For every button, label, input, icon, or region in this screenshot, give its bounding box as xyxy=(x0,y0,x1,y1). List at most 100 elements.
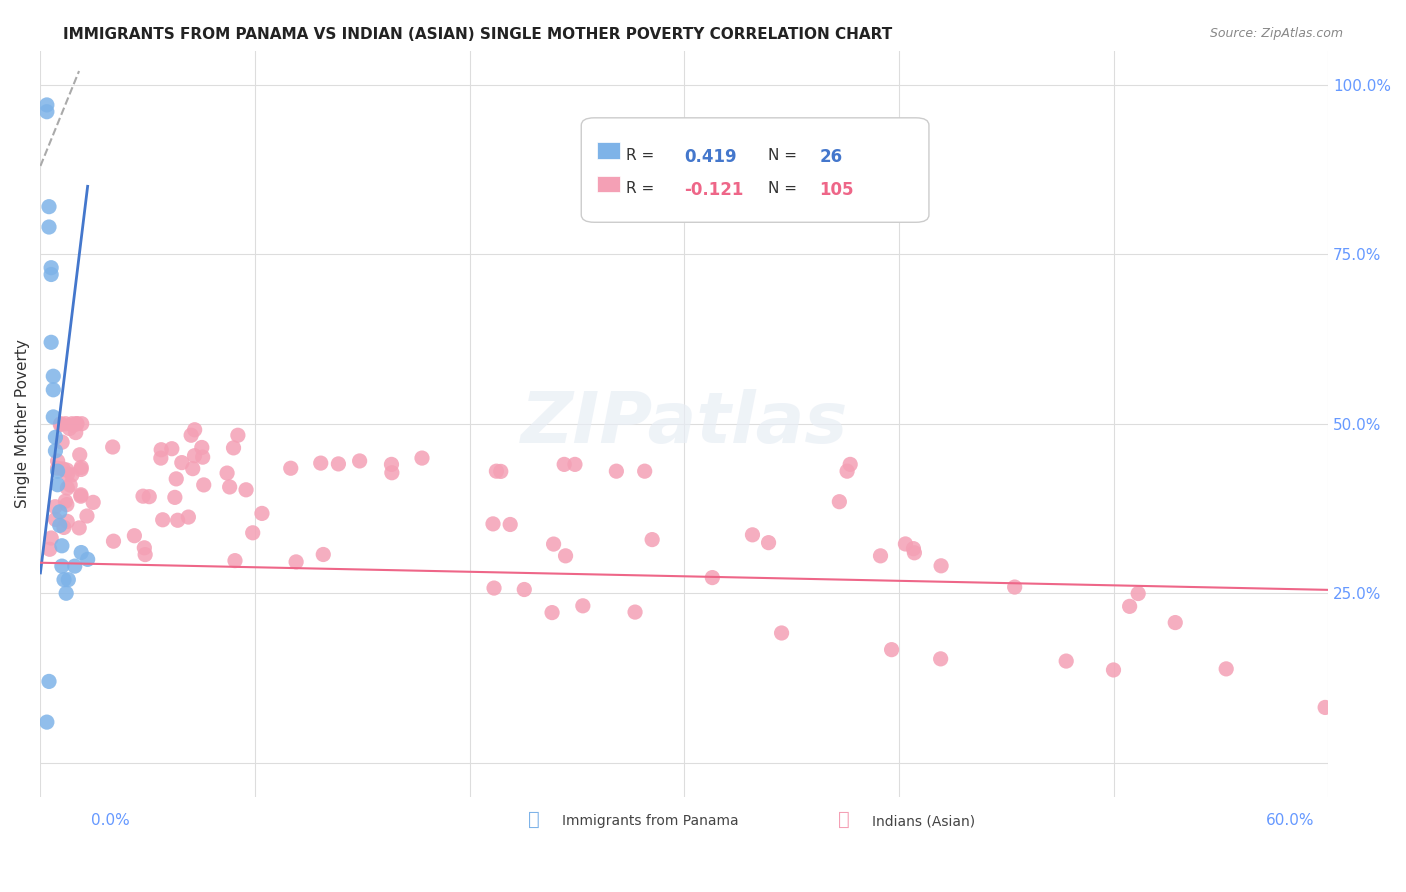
Text: ⬜: ⬜ xyxy=(838,810,849,829)
Point xyxy=(46,454,69,468)
Point xyxy=(180,428,202,442)
Point xyxy=(51,435,73,450)
Point xyxy=(35,98,58,112)
Point xyxy=(165,472,187,486)
Point xyxy=(67,521,90,535)
Point xyxy=(103,534,125,549)
Point xyxy=(489,464,512,478)
Point xyxy=(183,449,205,463)
Point xyxy=(309,456,332,470)
Text: Indians (Asian): Indians (Asian) xyxy=(872,814,974,828)
Point xyxy=(66,417,89,431)
Point xyxy=(554,549,576,563)
Point xyxy=(150,442,173,457)
Point xyxy=(835,464,858,478)
Point xyxy=(411,451,433,466)
Point xyxy=(46,461,69,475)
Point xyxy=(880,642,903,657)
Y-axis label: Single Mother Poverty: Single Mother Poverty xyxy=(15,339,30,508)
Point xyxy=(869,549,891,563)
Point xyxy=(222,441,245,455)
Point xyxy=(35,715,58,730)
Point xyxy=(66,417,89,431)
Point xyxy=(702,571,724,585)
Point xyxy=(58,421,80,435)
Point xyxy=(634,464,657,478)
Point xyxy=(170,456,193,470)
Point xyxy=(929,652,952,666)
Point xyxy=(55,586,77,600)
Point xyxy=(226,428,249,442)
Point xyxy=(1215,662,1237,676)
Point xyxy=(69,489,91,503)
Point xyxy=(70,545,93,559)
Point xyxy=(39,268,62,282)
Point xyxy=(285,555,308,569)
Point xyxy=(138,490,160,504)
Point xyxy=(56,463,79,477)
Point xyxy=(828,494,851,508)
Point xyxy=(39,260,62,275)
Point xyxy=(124,529,146,543)
Point xyxy=(741,528,763,542)
Point xyxy=(224,554,246,568)
Text: R =: R = xyxy=(626,181,659,196)
Point xyxy=(624,605,647,619)
Point xyxy=(499,517,522,532)
Point xyxy=(183,423,205,437)
Bar xyxy=(596,176,620,193)
Point xyxy=(44,500,66,514)
Point xyxy=(903,546,925,560)
Point xyxy=(513,582,536,597)
Point xyxy=(70,417,93,431)
Point xyxy=(65,425,87,440)
Point xyxy=(35,104,58,119)
Point xyxy=(38,674,60,689)
Text: R =: R = xyxy=(626,148,659,162)
Point xyxy=(56,481,79,495)
Point xyxy=(641,533,664,547)
Point xyxy=(605,464,627,478)
Point xyxy=(217,466,239,480)
Point xyxy=(242,525,264,540)
Point xyxy=(52,520,75,534)
Point xyxy=(191,441,214,455)
Point xyxy=(132,489,155,503)
Point xyxy=(553,458,575,472)
Point xyxy=(152,513,174,527)
Point xyxy=(70,460,93,475)
Point xyxy=(70,462,93,476)
Point xyxy=(328,457,350,471)
Point xyxy=(134,548,156,562)
Point xyxy=(44,430,66,444)
Point xyxy=(312,548,335,562)
Point xyxy=(770,626,793,640)
Point xyxy=(52,462,75,476)
Text: ⬜: ⬜ xyxy=(529,810,540,829)
Point xyxy=(1313,700,1336,714)
Point xyxy=(48,518,70,533)
Point xyxy=(44,512,66,526)
FancyBboxPatch shape xyxy=(581,118,929,222)
Text: N =: N = xyxy=(768,181,801,196)
Point xyxy=(349,454,371,468)
Point xyxy=(903,541,925,556)
Text: 26: 26 xyxy=(820,148,842,166)
Point xyxy=(42,369,65,384)
Text: IMMIGRANTS FROM PANAMA VS INDIAN (ASIAN) SINGLE MOTHER POVERTY CORRELATION CHART: IMMIGRANTS FROM PANAMA VS INDIAN (ASIAN)… xyxy=(63,27,893,42)
Bar xyxy=(596,143,620,159)
Point xyxy=(51,539,73,553)
Text: 0.419: 0.419 xyxy=(685,148,737,166)
Point xyxy=(149,451,172,466)
Text: -0.121: -0.121 xyxy=(685,181,744,199)
Point xyxy=(42,409,65,424)
Point xyxy=(59,478,82,492)
Point xyxy=(564,458,586,472)
Point xyxy=(929,558,952,573)
Point xyxy=(76,508,98,523)
Point xyxy=(46,477,69,491)
Point xyxy=(48,505,70,519)
Point xyxy=(38,220,60,235)
Point xyxy=(485,464,508,478)
Point xyxy=(53,494,76,508)
